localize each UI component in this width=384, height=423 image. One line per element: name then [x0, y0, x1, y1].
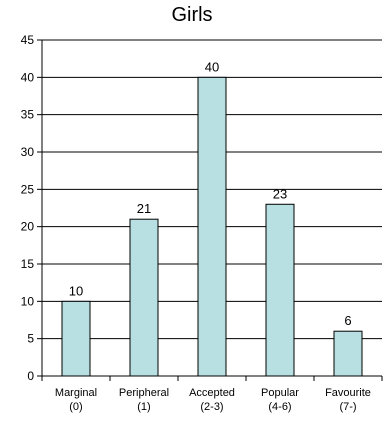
y-tick-label-20: 20 [21, 220, 35, 234]
category-label-2-line-1: (2-3) [200, 401, 223, 413]
y-tick-label-45: 45 [21, 33, 35, 47]
y-tick-label-35: 35 [21, 108, 35, 122]
y-tick-label-10: 10 [21, 294, 35, 308]
y-tick-label-0: 0 [27, 369, 34, 383]
y-tick-label-40: 40 [21, 70, 35, 84]
category-label-3-line-1: (4-6) [268, 401, 291, 413]
category-label-0-line-1: (0) [69, 401, 82, 413]
category-label-2: Accepted (2-3) [189, 387, 235, 413]
category-label-1: Peripheral (1) [119, 387, 169, 413]
category-label-1-line-0: Peripheral [119, 387, 169, 399]
y-tick-label-15: 15 [21, 257, 35, 271]
chart-title: Girls [171, 4, 213, 26]
data-label-4: 6 [344, 313, 351, 328]
bar-1 [129, 218, 159, 377]
bar-2 [197, 76, 227, 377]
category-label-4-line-1: (7-) [339, 401, 356, 413]
category-label-3: Popular (4-6) [261, 387, 299, 413]
category-label-0-line-0: Marginal [55, 387, 97, 399]
category-label-4: Favourite (7-) [325, 387, 371, 413]
data-label-0: 10 [69, 283, 83, 298]
category-label-1-line-1: (1) [137, 401, 150, 413]
data-label-2: 40 [205, 59, 219, 74]
bar-4 [333, 330, 363, 377]
category-label-2-line-0: Accepted [189, 387, 235, 399]
data-label-1: 21 [137, 201, 151, 216]
category-label-3-line-0: Popular [261, 387, 299, 399]
bar-3 [265, 203, 295, 377]
y-tick-label-5: 5 [27, 332, 34, 346]
y-tick-label-25: 25 [21, 182, 35, 196]
category-label-0: Marginal (0) [55, 387, 97, 413]
category-label-4-line-0: Favourite [325, 387, 371, 399]
bar-0 [61, 300, 91, 377]
y-tick-label-30: 30 [21, 145, 35, 159]
data-label-3: 23 [273, 186, 287, 201]
